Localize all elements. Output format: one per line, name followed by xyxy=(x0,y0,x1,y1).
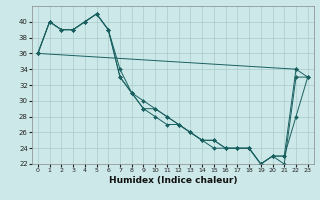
X-axis label: Humidex (Indice chaleur): Humidex (Indice chaleur) xyxy=(108,176,237,185)
